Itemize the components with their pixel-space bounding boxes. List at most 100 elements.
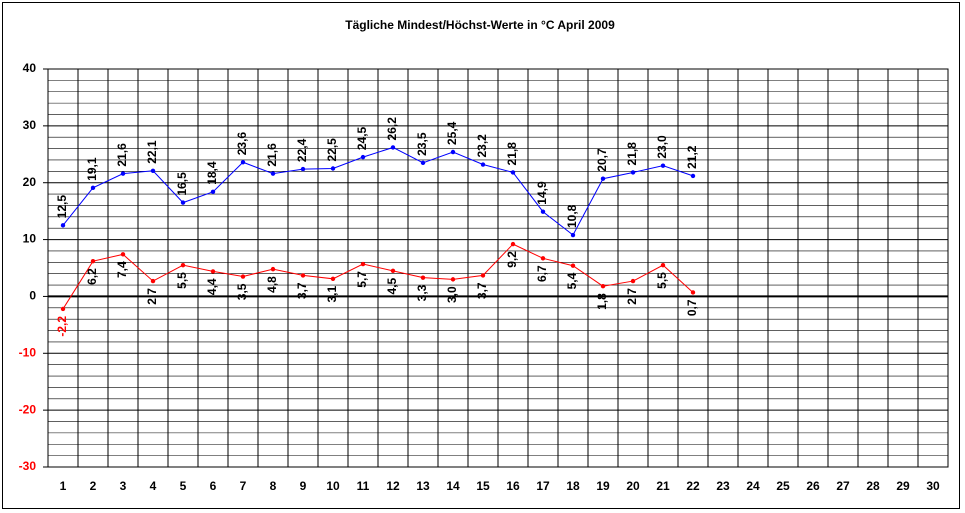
data-point: [390, 268, 396, 274]
data-point: [630, 170, 636, 175]
data-label: 2,7: [625, 288, 639, 305]
data-point: [300, 166, 306, 172]
data-label: 3,5: [235, 283, 249, 300]
data-label: 3,7: [475, 282, 489, 299]
x-tick-label: 29: [896, 479, 910, 493]
x-tick-label: 18: [566, 479, 580, 493]
data-point: [150, 168, 156, 173]
data-point: [630, 278, 636, 284]
x-tick-label: 14: [446, 479, 460, 493]
data-label: 4,4: [205, 278, 219, 295]
data-label: 6,2: [85, 268, 99, 285]
data-label: 5,4: [565, 272, 579, 289]
data-label: 0,7: [685, 299, 699, 316]
data-point: [180, 262, 186, 268]
plot-border: [47, 68, 949, 468]
x-tick-label: 11: [357, 479, 370, 493]
data-label: 9,2: [505, 251, 519, 268]
data-label: 25,4: [445, 121, 459, 145]
y-tick-label: 30: [23, 118, 37, 132]
data-label: 12,5: [55, 195, 69, 219]
data-label: 18,4: [205, 161, 219, 185]
y-tick-label: 10: [23, 232, 37, 246]
data-label: 23,0: [655, 135, 669, 159]
data-label: 5,7: [355, 271, 369, 288]
data-point: [330, 166, 336, 171]
data-label: 21,8: [505, 142, 519, 166]
data-label: 5,5: [175, 272, 189, 289]
data-point: [420, 275, 426, 280]
data-label: 3,3: [415, 284, 429, 301]
x-tick-label: 23: [716, 479, 730, 493]
data-point: [300, 273, 306, 278]
x-tick-label: 25: [776, 479, 790, 493]
x-tick-label: 2: [90, 479, 97, 493]
data-point: [360, 154, 366, 160]
chart-title: Tägliche Mindest/Höchst-Werte in °C Apri…: [345, 18, 615, 32]
y-tick-label: -20: [19, 402, 37, 416]
data-label: 14,9: [535, 181, 549, 205]
data-point: [60, 223, 66, 228]
y-tick-label: 40: [23, 61, 37, 75]
x-tick-label: 6: [210, 479, 217, 493]
data-point: [120, 252, 126, 257]
data-point: [150, 278, 156, 284]
data-point: [270, 266, 276, 272]
data-label: 22,1: [145, 140, 159, 164]
x-tick-label: 20: [626, 479, 640, 493]
data-label: -2,2: [55, 316, 69, 337]
data-point: [660, 163, 666, 168]
series-line: [62, 146, 694, 236]
data-label: 3,1: [325, 285, 339, 302]
data-label: 3,0: [445, 286, 459, 303]
x-tick-label: 16: [506, 479, 520, 493]
data-label: 24,5: [355, 126, 369, 150]
data-point: [210, 189, 216, 195]
data-label: 22,5: [325, 138, 339, 162]
data-point: [600, 176, 606, 181]
data-point: [480, 162, 486, 167]
data-label: 5,5: [655, 272, 669, 289]
data-label: 2,7: [145, 288, 159, 305]
data-point: [510, 170, 516, 175]
data-point: [180, 200, 186, 205]
data-point: [570, 263, 576, 268]
data-point: [270, 171, 276, 176]
data-point: [120, 171, 126, 176]
x-tick-label: 9: [300, 479, 307, 493]
data-point: [240, 160, 246, 165]
data-label: 22,4: [295, 138, 309, 162]
data-point: [90, 185, 96, 191]
y-tick-label: 20: [23, 175, 37, 189]
x-tick-label: 22: [686, 479, 700, 493]
data-label: 21,2: [685, 145, 699, 169]
x-tick-label: 15: [476, 479, 490, 493]
data-label: 20,7: [595, 148, 609, 172]
x-tick-label: 1: [60, 479, 67, 493]
x-tick-label: 5: [180, 479, 187, 493]
x-tick-label: 7: [240, 479, 247, 493]
data-label: 23,5: [415, 132, 429, 156]
data-point: [390, 145, 396, 150]
data-point: [600, 283, 606, 289]
data-point: [450, 149, 456, 155]
data-label: 10,8: [565, 204, 579, 228]
data-point: [690, 290, 696, 295]
data-point: [570, 232, 576, 238]
series-line: [62, 243, 694, 310]
data-label: 6,7: [535, 265, 549, 282]
data-label: 19,1: [85, 157, 99, 181]
data-point: [450, 277, 456, 282]
x-tick-label: 26: [806, 479, 820, 493]
x-tick-label: 13: [416, 479, 430, 493]
data-label: 21,8: [625, 142, 639, 166]
data-label: 21,6: [115, 143, 129, 167]
x-tick-label: 28: [866, 479, 880, 493]
data-point: [660, 262, 666, 268]
data-label: 3,7: [295, 282, 309, 299]
x-tick-label: 19: [596, 479, 610, 493]
data-label: 16,5: [175, 172, 189, 196]
x-tick-label: 8: [270, 479, 277, 493]
x-tick-label: 3: [120, 479, 127, 493]
